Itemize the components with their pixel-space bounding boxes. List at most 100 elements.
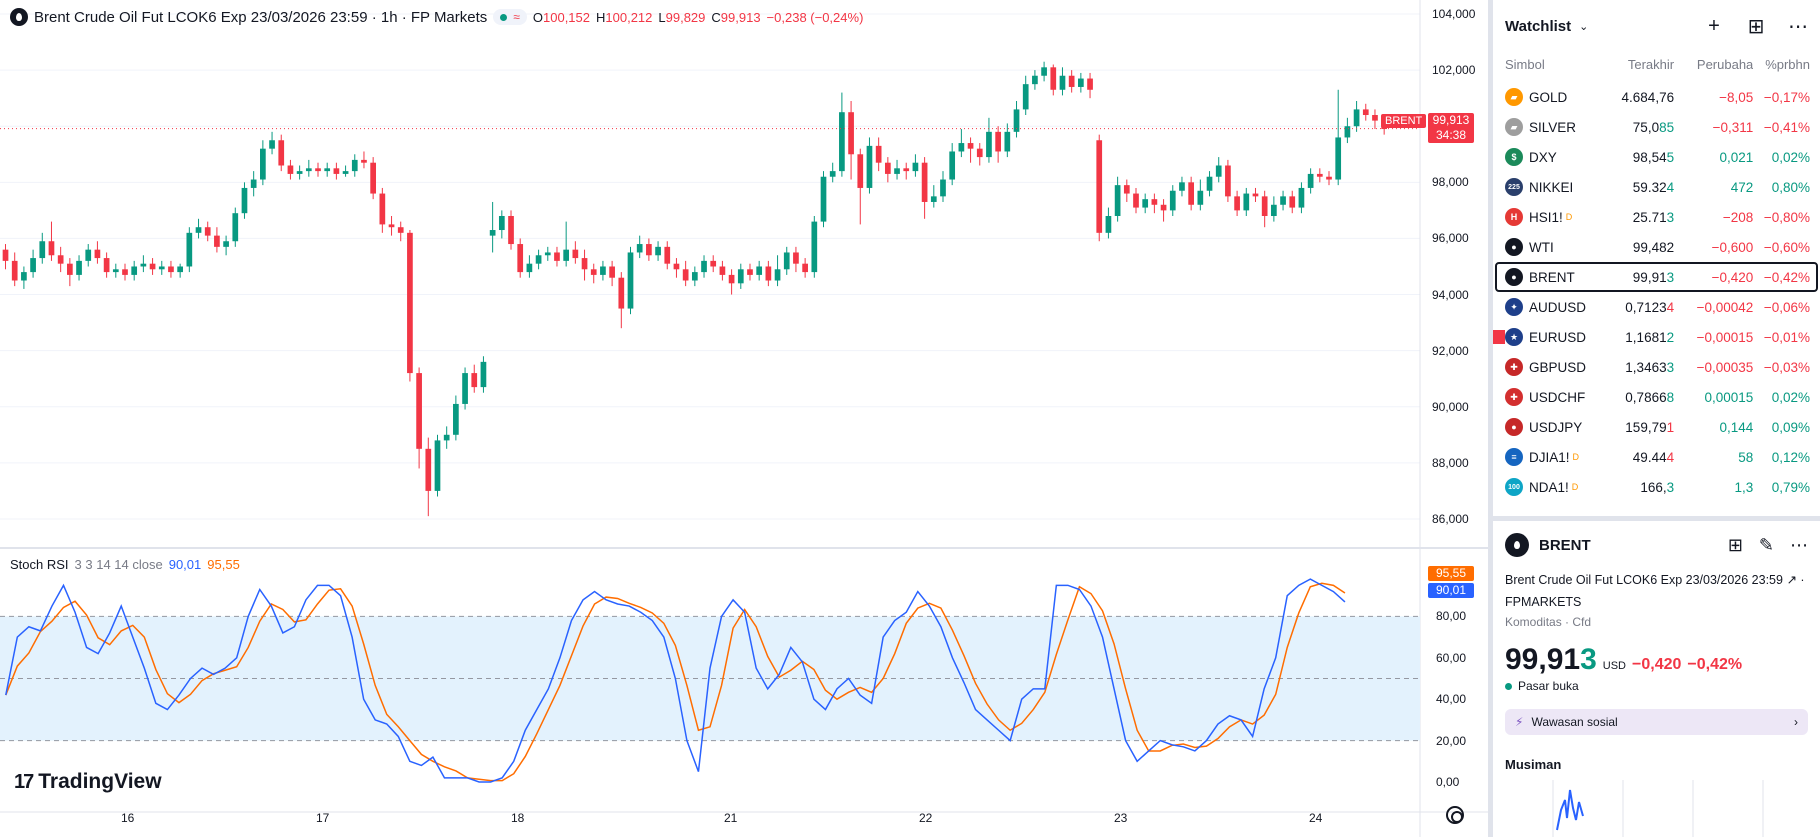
gear-icon[interactable] [1446, 806, 1464, 824]
chart-canvas[interactable] [0, 0, 1488, 837]
seasonal-mini-chart[interactable] [1505, 780, 1805, 837]
candle-body [682, 269, 689, 281]
candle-body [930, 196, 937, 202]
candle-body [756, 266, 763, 275]
grid-icon[interactable]: ⊞ [1727, 534, 1743, 555]
row-change-pct: −0,80% [1763, 209, 1810, 225]
more-icon[interactable]: ⋯ [1788, 15, 1808, 38]
candle-body [554, 252, 560, 261]
dollar-icon: $ [1505, 148, 1523, 166]
candle-body [1142, 199, 1149, 208]
chart-title[interactable]: Brent Crude Oil Fut LCOK6 Exp 23/03/2026… [34, 8, 488, 26]
candle-body [1335, 137, 1342, 180]
watchlist-row-hsi1[interactable]: H HSI1! D 25.713 −208 −0,80% [1493, 202, 1820, 232]
candle-body [57, 255, 64, 264]
watchlist-row-dxy[interactable]: $ DXY 98,545 0,021 0,02% [1493, 142, 1820, 172]
row-change-pct: 0,02% [1771, 389, 1810, 405]
watchlist-row-eurusd[interactable]: ★ EURUSD 1,16812 −0,00015 −0,01% [1493, 322, 1820, 352]
candle-body [986, 131, 992, 158]
candle-body [1179, 182, 1185, 191]
candle-body [517, 244, 524, 273]
advanced-view-icon[interactable]: ⊞ [1747, 15, 1765, 38]
watchlist-row-gold[interactable]: ▰ GOLD 4.684,76 −8,05 −0,17% [1493, 82, 1820, 112]
row-last: 49.444 [1632, 449, 1675, 465]
candle-body [839, 112, 845, 172]
candle-body [508, 215, 514, 245]
chevron-down-icon[interactable]: ⌄ [1579, 20, 1589, 33]
watchlist-row-gbpusd[interactable]: ✚ GBPUSD 1,34633 −0,00035 −0,03% [1493, 352, 1820, 382]
candle-body [351, 159, 358, 172]
candle-body [370, 162, 377, 194]
indicator-axis-label: 60,00 [1436, 650, 1467, 665]
indicator-legend[interactable]: Stoch RSI 3 3 14 14 close 90,01 95,55 [10, 557, 240, 572]
row-symbol: EURUSD [1529, 329, 1587, 345]
row-symbol: AUDUSD [1529, 299, 1587, 315]
price-axis-label: 102,000 [1432, 63, 1476, 78]
indicator-k-value: 90,01 [168, 557, 202, 572]
flag-eu-us-icon: ★ [1505, 328, 1523, 346]
market-status-pill[interactable]: ≈ [493, 9, 527, 25]
row-last: 59.324 [1632, 179, 1675, 195]
candle-body [590, 269, 597, 275]
row-last: 159,791 [1625, 419, 1675, 435]
watchlist-row-nda1[interactable]: 100 NDA1! D 166,3 1,3 0,79% [1493, 472, 1820, 502]
candle-body [407, 232, 413, 374]
candle-body [581, 258, 588, 270]
candle-body [949, 151, 956, 180]
social-insight-button[interactable]: ⚡ Wawasan sosial › [1505, 709, 1808, 735]
row-change-pct: 0,09% [1771, 419, 1810, 435]
row-symbol: HSI1! [1529, 209, 1563, 225]
watchlist-row-brent[interactable]: ● BRENT 99,913 −0,420 −0,42% [1495, 262, 1818, 292]
ohlc-close: C99,913 [711, 9, 761, 25]
candle-body [793, 252, 799, 264]
watchlist-row-nikkei[interactable]: 225 NIKKEI 59.324 472 0,80% [1493, 172, 1820, 202]
edit-icon[interactable]: ✎ [1758, 534, 1774, 555]
ohlc-values: O100,152 H100,212 L99,829 C99,913 −0,238… [533, 10, 864, 25]
chart-area[interactable]: Brent Crude Oil Fut LCOK6 Exp 23/03/2026… [0, 0, 1488, 837]
candle-body [76, 260, 82, 275]
candle-body [158, 266, 165, 270]
details-description[interactable]: Brent Crude Oil Fut LCOK6 Exp 23/03/2026… [1505, 573, 1805, 609]
candle-body [728, 274, 735, 284]
candle-body [1298, 187, 1305, 208]
candle-body [1326, 176, 1332, 180]
flag-us-ch-icon: ✚ [1505, 388, 1523, 406]
more-icon[interactable]: ⋯ [1790, 534, 1808, 555]
flag-marker-icon[interactable] [1493, 330, 1505, 344]
col-change-pct[interactable]: %prbhn [1765, 56, 1810, 72]
col-change[interactable]: Perubaha [1696, 56, 1754, 72]
watchlist-row-usdchf[interactable]: ✚ USDCHF 0,78668 0,00015 0,02% [1493, 382, 1820, 412]
details-symbol[interactable]: BRENT [1539, 536, 1591, 554]
watchlist-title[interactable]: Watchlist [1505, 17, 1572, 35]
watchlist-row-silver[interactable]: ▰ SILVER 75,085 −0,311 −0,41% [1493, 112, 1820, 142]
candle-body [572, 249, 579, 259]
row-change: −0,00015 [1696, 329, 1754, 345]
candle-body [894, 168, 900, 174]
watchlist-row-djia1[interactable]: ≡ DJIA1! D 49.444 58 0,12% [1493, 442, 1820, 472]
watchlist-row-audusd[interactable]: ✦ AUDUSD 0,71234 −0,00042 −0,06% [1493, 292, 1820, 322]
candle-body [912, 162, 919, 172]
ohlc-open: O100,152 [532, 9, 590, 25]
details-change-pct: −0,42% [1687, 656, 1743, 673]
row-symbol: GOLD [1529, 89, 1568, 105]
row-change: −0,311 [1712, 119, 1754, 135]
col-last[interactable]: Terakhir [1627, 56, 1675, 72]
bolt-icon: ⚡ [1515, 715, 1524, 729]
candle-body [995, 131, 1001, 152]
row-symbol: DXY [1529, 149, 1557, 165]
candle-body [131, 266, 138, 275]
candle-body [204, 227, 211, 236]
candle-body [397, 227, 404, 233]
add-symbol-icon[interactable]: + [1708, 14, 1720, 37]
watchlist-row-usdjpy[interactable]: ● USDJPY 159,791 0,144 0,09% [1493, 412, 1820, 442]
candle-body [379, 193, 386, 225]
candle-body [1252, 193, 1259, 197]
candle-body [416, 373, 422, 449]
price-axis-label: 90,000 [1432, 399, 1469, 414]
tradingview-logo[interactable]: 17 TradingView [14, 770, 162, 794]
details-meta: Komoditas · Cfd [1505, 615, 1592, 629]
col-symbol[interactable]: Simbol [1505, 56, 1545, 72]
watchlist-row-wti[interactable]: ● WTI 99,482 −0,600 −0,60% [1493, 232, 1820, 262]
row-last: 0,71234 [1625, 299, 1675, 315]
candle-body [1206, 176, 1213, 191]
